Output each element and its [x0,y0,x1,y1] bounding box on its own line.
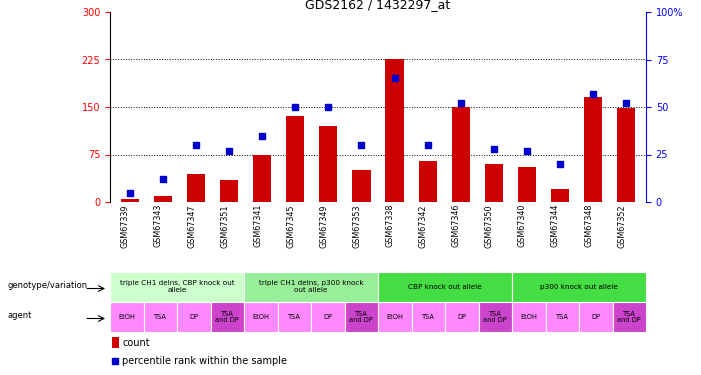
Bar [154,196,172,202]
Bar [244,302,278,332]
Point [488,146,499,152]
Text: triple CH1 delns, p300 knock
out allele: triple CH1 delns, p300 knock out allele [259,280,363,294]
Text: GSM67352: GSM67352 [617,204,626,248]
Bar [512,272,646,302]
Text: triple CH1 delns, CBP knock out
allele: triple CH1 delns, CBP knock out allele [120,280,234,294]
Point [455,100,466,106]
Bar [110,302,144,332]
Bar [518,167,536,202]
Text: DP: DP [189,314,198,320]
Bar [479,302,512,332]
Point [257,132,268,138]
Text: percentile rank within the sample: percentile rank within the sample [122,356,287,366]
Text: GSM67340: GSM67340 [518,204,527,248]
Text: agent: agent [7,311,32,320]
Point [157,176,168,182]
Bar [177,302,210,332]
Bar [484,164,503,202]
Text: TSA
and DP: TSA and DP [349,310,373,324]
Title: GDS2162 / 1432297_at: GDS2162 / 1432297_at [306,0,451,11]
Point [522,148,533,154]
Bar [244,272,378,302]
Text: DP: DP [323,314,332,320]
Point [191,142,202,148]
Point [224,148,235,154]
Bar [144,302,177,332]
Text: count: count [122,338,150,348]
Bar [344,302,378,332]
Text: GSM67342: GSM67342 [418,204,428,248]
Text: GSM67353: GSM67353 [353,204,362,248]
Text: TSA: TSA [422,314,435,320]
Text: TSA: TSA [288,314,301,320]
Text: TSA
and DP: TSA and DP [215,310,239,324]
Text: GSM67338: GSM67338 [386,204,395,248]
Bar [613,302,646,332]
Text: TSA
and DP: TSA and DP [484,310,507,324]
Text: GSM67339: GSM67339 [121,204,130,248]
Bar [386,60,404,202]
Bar [311,302,344,332]
Bar [378,302,411,332]
Bar [111,338,118,348]
Bar [551,189,569,202]
Text: EtOH: EtOH [386,314,403,320]
Point [109,357,121,363]
Point [587,91,599,97]
Point [554,161,566,167]
Point [422,142,433,148]
Bar [445,302,479,332]
Point [620,100,632,106]
Bar [617,108,635,202]
Text: GSM67343: GSM67343 [154,204,163,248]
Text: GSM67349: GSM67349 [320,204,328,248]
Text: p300 knock out allele: p300 knock out allele [540,284,618,290]
Bar [418,161,437,202]
Bar [210,302,244,332]
Point [356,142,367,148]
Bar [579,302,613,332]
Text: GSM67350: GSM67350 [485,204,494,248]
Text: GSM67344: GSM67344 [551,204,560,248]
Bar [278,302,311,332]
Point [322,104,334,110]
Text: GSM67341: GSM67341 [253,204,262,248]
Bar [187,174,205,202]
Bar [451,107,470,202]
Text: DP: DP [457,314,466,320]
Text: TSA
and DP: TSA and DP [618,310,641,324]
Bar [512,302,545,332]
Text: CBP knock out allele: CBP knock out allele [408,284,482,290]
Bar [584,98,602,202]
Bar [353,170,371,202]
Text: GSM67346: GSM67346 [451,204,461,248]
Text: TSA: TSA [556,314,569,320]
Bar [121,199,139,202]
Point [389,75,400,81]
Bar [545,302,579,332]
Bar [220,180,238,202]
Point [290,104,301,110]
Text: EtOH: EtOH [118,314,135,320]
Text: EtOH: EtOH [520,314,537,320]
Text: GSM67347: GSM67347 [187,204,196,248]
Bar [253,154,271,202]
Text: DP: DP [591,314,600,320]
Text: GSM67345: GSM67345 [286,204,295,248]
Text: genotype/variation: genotype/variation [7,281,87,290]
Text: GSM67351: GSM67351 [220,204,229,248]
Text: GSM67348: GSM67348 [584,204,593,248]
Point [124,189,135,195]
Bar [378,272,512,302]
Bar [110,272,244,302]
Bar [411,302,445,332]
Bar [286,117,304,202]
Text: EtOH: EtOH [252,314,269,320]
Text: TSA: TSA [154,314,167,320]
Bar [319,126,337,202]
